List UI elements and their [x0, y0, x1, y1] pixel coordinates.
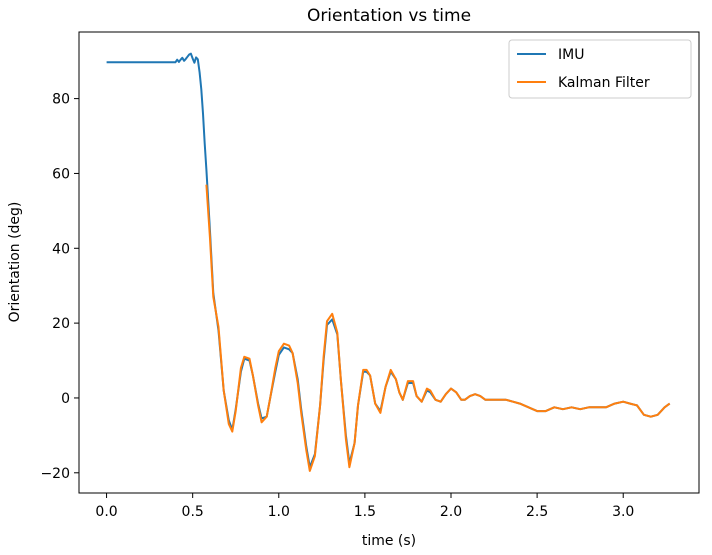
x-tick-label: 1.0 — [268, 504, 290, 520]
x-tick-label: 0.0 — [95, 504, 117, 520]
legend-box — [508, 39, 692, 99]
y-tick-label: −20 — [40, 466, 70, 482]
series-line-imu — [106, 52, 671, 469]
chart-title: Orientation vs time — [307, 6, 471, 26]
y-axis-label: Orientation (deg) — [7, 202, 23, 323]
legend: IMU Kalman Filter — [508, 39, 692, 99]
y-tick-label: 60 — [52, 166, 70, 182]
x-tick-label: 0.5 — [182, 504, 204, 520]
x-tick-label: 1.5 — [354, 504, 376, 520]
series-line-kalman-filter — [205, 184, 671, 472]
y-axis: −20 0 20 40 60 80 — [40, 92, 79, 482]
x-axis: 0.0 0.5 1.0 1.5 2.0 2.5 3.0 — [95, 493, 634, 520]
y-tick-label: 20 — [52, 316, 70, 332]
x-axis-label: time (s) — [362, 533, 416, 549]
plot-frame — [78, 31, 700, 494]
y-tick-label: 80 — [52, 92, 70, 108]
y-tick-label: 40 — [52, 241, 70, 257]
series-layer — [106, 52, 671, 472]
y-tick-label: 0 — [61, 391, 70, 407]
x-tick-label: 2.5 — [526, 504, 548, 520]
legend-label-kalman-filter: Kalman Filter — [558, 75, 650, 91]
x-tick-label: 2.0 — [440, 504, 462, 520]
legend-label-imu: IMU — [558, 47, 584, 63]
x-tick-label: 3.0 — [612, 504, 634, 520]
